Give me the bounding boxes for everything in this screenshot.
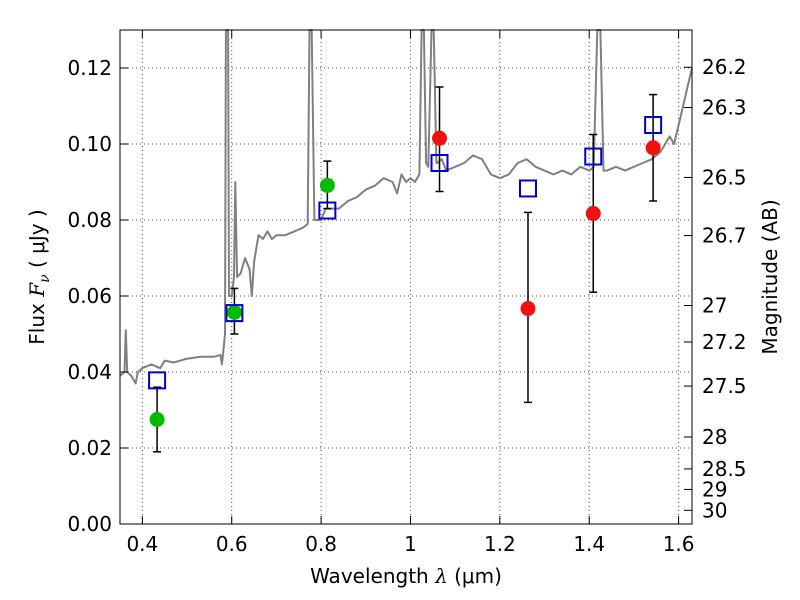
- x-tick-label: 0.6: [216, 532, 248, 556]
- mag-tick-label: 26.3: [702, 96, 747, 120]
- x-tick-label: 0.8: [305, 532, 337, 556]
- x-axis-label-units: (μm): [448, 564, 502, 588]
- tick-layer: 0.4 0.6 0.8 1 1.2 1.4 1.6 0.00 0.02 0.04 0.06 0.08 0…: [67, 30, 747, 556]
- x-tick-label: 1.6: [663, 532, 695, 556]
- mag-tick-label: 28: [702, 425, 727, 449]
- x-tick-label: 1.4: [573, 532, 605, 556]
- data-point-red: [432, 130, 448, 146]
- mag-tick-label: 26.5: [702, 165, 747, 189]
- y-tick-label: 0.12: [67, 56, 112, 80]
- data-point-red: [645, 140, 661, 156]
- model-photometry-square: [584, 147, 603, 166]
- data-point-green: [319, 177, 335, 193]
- data-point-red: [520, 301, 536, 317]
- data-point-green: [149, 412, 165, 427]
- mag-tick-label: 28.5: [702, 457, 747, 481]
- spectrum-layer: [119, 29, 693, 385]
- y-axis-label: Flux Fν ( μJy ): [25, 209, 53, 344]
- model-photometry-square: [644, 116, 663, 134]
- mag-tick-label: 27.5: [702, 374, 747, 398]
- x-axis-label-symbol: λ: [434, 564, 448, 588]
- y-axis-label-symbol: F: [25, 282, 49, 298]
- mag-tick-label: 27.2: [702, 330, 747, 354]
- y-axis-label-units: ( μJy ): [25, 209, 49, 274]
- y-axis-label-subscript: ν: [37, 274, 53, 283]
- y-tick-label: 0.00: [67, 512, 112, 536]
- marker-layer: [148, 116, 663, 427]
- x-tick-label: 0.4: [126, 532, 158, 556]
- model-spectrum-line: [119, 29, 693, 385]
- mag-tick-label: 26.2: [702, 55, 747, 79]
- mag-tick-label: 26.7: [702, 224, 747, 248]
- y2-axis-label: Magnitude (AB): [758, 199, 782, 354]
- x-tick-label: 1: [404, 532, 417, 556]
- mag-tick-label: 29: [702, 477, 727, 501]
- y-tick-label: 0.04: [67, 360, 112, 384]
- model-photometry-square: [225, 304, 244, 323]
- model-photometry-square: [430, 154, 449, 172]
- data-point-red: [585, 206, 601, 222]
- model-photometry-square: [148, 371, 167, 390]
- x-tick-label: 1.2: [484, 532, 516, 556]
- model-photometry-square: [518, 179, 537, 198]
- y-tick-label: 0.02: [67, 436, 112, 460]
- y-axis-label-prefix: Flux: [25, 297, 49, 345]
- y-tick-label: 0.08: [67, 208, 112, 232]
- model-photometry-square: [318, 201, 337, 220]
- mag-tick-label: 27: [702, 294, 727, 318]
- y-tick-label: 0.10: [67, 132, 112, 156]
- x-axis-label-prefix: Wavelength: [310, 564, 435, 588]
- mag-tick-label: 30: [702, 498, 727, 522]
- y-tick-label: 0.06: [67, 284, 112, 308]
- plot-frame: [119, 29, 693, 525]
- data-point-green: [226, 304, 242, 320]
- x-axis-label: Wavelength λ (μm): [310, 564, 502, 588]
